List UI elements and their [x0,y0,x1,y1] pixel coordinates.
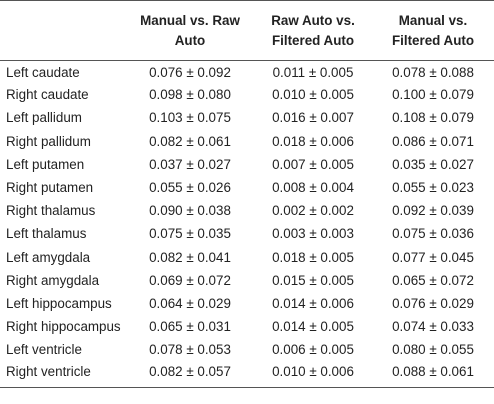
table-row: Right putamen 0.055 ± 0.026 0.008 ± 0.004 0… [0,176,494,199]
row-label: Left thalamus [6,226,87,242]
table-cell-value: 0.108 ± 0.079 [392,110,474,126]
row-label: Left putamen [6,156,85,172]
row-label: Right caudate [6,87,89,103]
table-cell-value: 0.098 ± 0.080 [149,87,231,103]
table-row: Left ventricle 0.078 ± 0.053 0.006 ± 0.005… [0,339,494,362]
results-table: Manual vs. Raw Auto Raw Auto vs. Filtere… [0,0,494,388]
table-cell-value: 0.076 ± 0.092 [149,65,231,81]
table-cell-value: 0.011 ± 0.005 [272,65,354,81]
table-row: Right caudate 0.098 ± 0.080 0.010 ± 0.005 0… [0,84,494,107]
table-cell-value: 0.065 ± 0.031 [149,319,231,335]
table-cell-value: 0.014 ± 0.005 [272,319,354,335]
table-cell-value: 0.082 ± 0.057 [149,363,231,379]
table-cell-value: 0.007 ± 0.005 [272,156,354,172]
table-cell-value: 0.006 ± 0.005 [272,342,354,358]
row-label: Left ventricle [6,342,82,358]
table-body: Left caudate 0.076 ± 0.092 0.011 ± 0.005 0.… [0,61,494,388]
table-cell-value: 0.076 ± 0.029 [392,295,474,311]
table-cell-value: 0.078 ± 0.088 [392,65,474,81]
row-label: Right putamen [6,180,94,196]
table-row: Left caudate 0.076 ± 0.092 0.011 ± 0.005 0.… [0,61,494,84]
table-row: Left hippocampus 0.064 ± 0.029 0.014 ± 0.0… [0,292,494,315]
table-cell-value: 0.086 ± 0.071 [392,133,474,149]
row-label: Left caudate [6,65,80,81]
table-cell-value: 0.080 ± 0.055 [392,342,474,358]
table-cell-value: 0.082 ± 0.041 [149,249,231,265]
table-row: Right hippocampus 0.065 ± 0.031 0.014 ± 0.… [0,316,494,339]
table-header: Manual vs. Raw Auto Raw Auto vs. Filtere… [0,0,494,61]
table-cell-value: 0.064 ± 0.029 [149,295,231,311]
table-cell-value: 0.016 ± 0.007 [272,110,354,126]
row-label: Left hippocampus [6,295,112,311]
header-cell-raw-auto-vs-filtered-auto: Raw Auto vs. Filtered Auto [254,0,372,61]
table-cell-value: 0.082 ± 0.061 [149,133,231,149]
table-cell-value: 0.055 ± 0.023 [392,180,474,196]
row-label: Right ventricle [6,363,91,379]
table-row: Right amygdala 0.069 ± 0.072 0.015 ± 0.005… [0,269,494,292]
table-cell-value: 0.037 ± 0.027 [149,156,231,172]
row-label: Right hippocampus [6,319,121,335]
table-cell-value: 0.055 ± 0.026 [149,180,231,196]
table-cell-value: 0.065 ± 0.072 [392,272,474,288]
table-cell-value: 0.100 ± 0.079 [392,87,474,103]
header-row: Manual vs. Raw Auto Raw Auto vs. Filtere… [0,0,494,61]
table-cell-value: 0.069 ± 0.072 [149,272,231,288]
table-cell-value: 0.092 ± 0.039 [392,203,474,219]
table-cell-value: 0.088 ± 0.061 [392,363,474,379]
header-cell-structure [0,0,126,61]
row-label: Left pallidum [6,110,82,126]
table-row: Left pallidum 0.103 ± 0.075 0.016 ± 0.007 0… [0,107,494,130]
table-cell-value: 0.010 ± 0.006 [272,363,354,379]
table-cell-value: 0.018 ± 0.005 [272,249,354,265]
table-cell-value: 0.014 ± 0.006 [272,295,354,311]
table-row: Left amygdala 0.082 ± 0.041 0.018 ± 0.005 0… [0,246,494,269]
table-cell-value: 0.075 ± 0.035 [149,226,231,242]
table-cell-value: 0.075 ± 0.036 [392,226,474,242]
table-cell-value: 0.074 ± 0.033 [392,319,474,335]
table-cell-value: 0.090 ± 0.038 [149,203,231,219]
table-row: Left putamen 0.037 ± 0.027 0.007 ± 0.005 0.… [0,153,494,176]
table-cell-value: 0.035 ± 0.027 [392,156,474,172]
table-cell-value: 0.003 ± 0.003 [272,226,354,242]
table-row: Right ventricle 0.082 ± 0.057 0.010 ± 0.00… [0,362,494,388]
header-cell-manual-vs-filtered-auto: Manual vs. Filtered Auto [372,0,494,61]
table-cell-value: 0.018 ± 0.006 [272,133,354,149]
row-label: Left amygdala [6,249,91,265]
table-cell-value: 0.078 ± 0.053 [149,342,231,358]
table-row: Left thalamus 0.075 ± 0.035 0.003 ± 0.003 0… [0,223,494,246]
table-cell-value: 0.010 ± 0.005 [272,87,354,103]
table-cell-value: 0.008 ± 0.004 [272,180,354,196]
table-cell-value: 0.103 ± 0.075 [149,110,231,126]
table-cell-value: 0.002 ± 0.002 [272,203,354,219]
row-label: Right thalamus [6,203,96,219]
header-cell-manual-vs-raw-auto: Manual vs. Raw Auto [126,0,254,61]
table-cell-value: 0.077 ± 0.045 [392,249,474,265]
row-label: Right amygdala [6,272,100,288]
table-row: Right thalamus 0.090 ± 0.038 0.002 ± 0.002… [0,200,494,223]
table-row: Right pallidum 0.082 ± 0.061 0.018 ± 0.006… [0,130,494,153]
table-cell-value: 0.015 ± 0.005 [272,272,354,288]
row-label: Right pallidum [6,133,91,149]
